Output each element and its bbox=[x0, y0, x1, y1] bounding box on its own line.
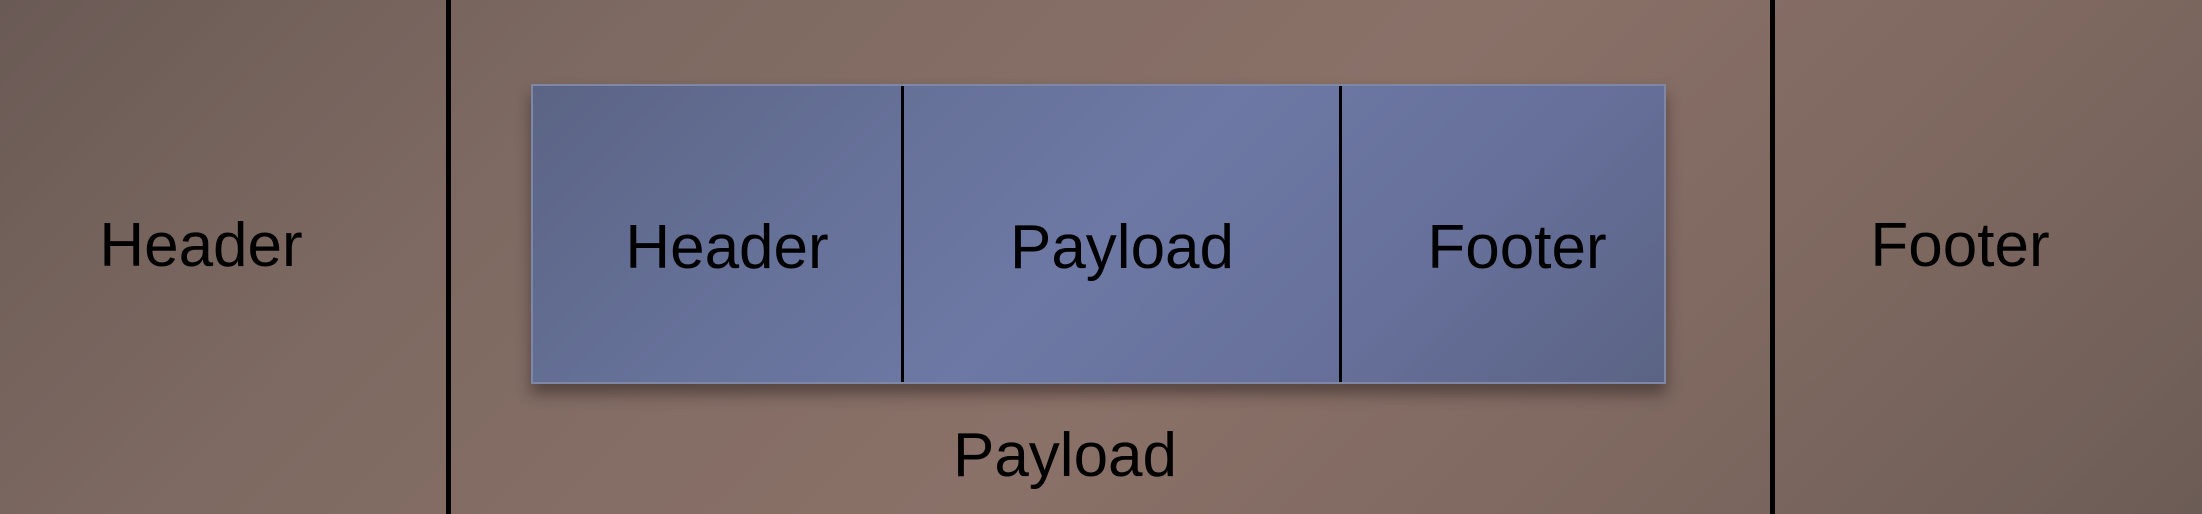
outer-header-divider bbox=[446, 0, 451, 514]
outer-footer-label: Footer bbox=[1870, 211, 2050, 280]
inner-packet-box: Header Payload Footer bbox=[531, 84, 1666, 384]
outer-footer-divider bbox=[1770, 0, 1775, 514]
outer-payload-label: Payload bbox=[952, 421, 1178, 490]
inner-footer-label: Footer bbox=[1427, 213, 1607, 282]
outer-header-label: Header bbox=[99, 211, 303, 280]
inner-payload-label: Payload bbox=[1009, 213, 1235, 282]
inner-footer-divider bbox=[1339, 86, 1342, 382]
inner-header-label: Header bbox=[625, 213, 829, 282]
inner-header-divider bbox=[901, 86, 904, 382]
